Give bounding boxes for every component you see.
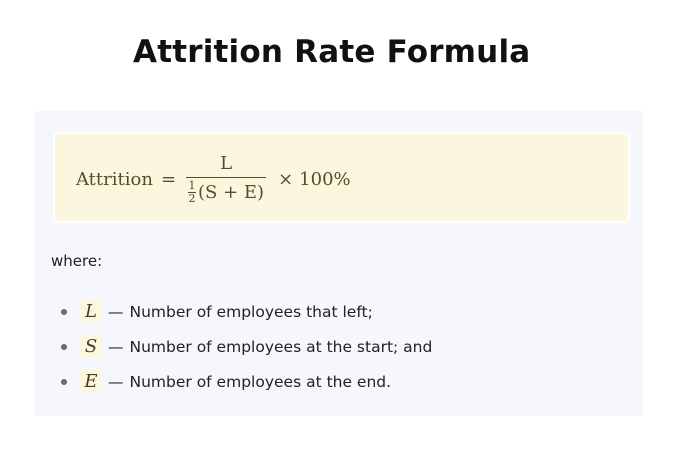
list-item: S — Number of employees at the start; an… [61, 329, 432, 364]
bullet-icon [61, 378, 67, 385]
half-bar [188, 192, 197, 193]
variable-symbol: E [80, 370, 102, 393]
content-panel: Attrition = L 1 2 (S + E) × 100% where: [35, 111, 643, 416]
half-denominator: 2 [188, 192, 196, 205]
variable-list: L — Number of employees that left; S — N… [61, 294, 432, 399]
dash: — [108, 372, 124, 391]
page-title: Attrition Rate Formula [133, 34, 531, 70]
dash: — [108, 302, 124, 321]
variable-description: Number of employees at the start; and [129, 337, 433, 356]
list-item: E — Number of employees at the end. [61, 364, 432, 399]
variable-description: Number of employees at the end. [129, 372, 392, 391]
variable-symbol: S [80, 335, 102, 358]
bullet-icon [61, 343, 67, 350]
dash: — [108, 337, 124, 356]
half-numerator: 1 [188, 179, 196, 192]
formula-equals: = [160, 168, 177, 190]
formula-denominator: 1 2 (S + E) [186, 178, 266, 204]
formula-times: × [278, 168, 294, 190]
formula-numerator: L [220, 153, 233, 174]
list-item: L — Number of employees that left; [61, 294, 432, 329]
formula-fraction: L 1 2 (S + E) [186, 153, 267, 204]
formula-box: Attrition = L 1 2 (S + E) × 100% [53, 132, 630, 223]
formula-percent: 100% [299, 168, 351, 190]
half-fraction: 1 2 [188, 179, 197, 205]
variable-symbol: L [80, 300, 102, 323]
variable-description: Number of employees that left; [129, 302, 373, 321]
formula-lhs: Attrition [76, 168, 153, 190]
denominator-terms: (S + E) [198, 181, 265, 203]
bullet-icon [61, 308, 67, 315]
attrition-formula: Attrition = L 1 2 (S + E) × 100% [76, 152, 351, 206]
where-label: where: [51, 252, 103, 270]
fraction-bar [186, 177, 267, 178]
